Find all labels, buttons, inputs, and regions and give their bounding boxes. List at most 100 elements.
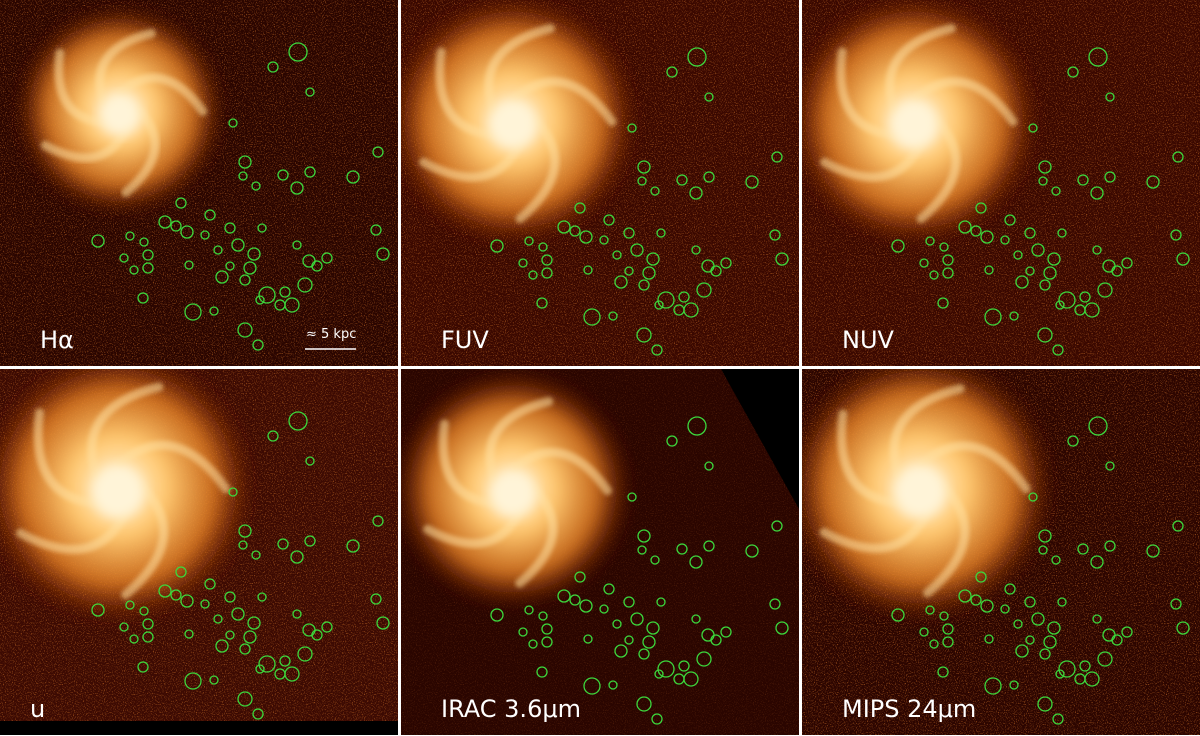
source-circle [636, 327, 652, 343]
panel: NUV [802, 0, 1200, 366]
source-circle [657, 660, 675, 678]
panel-label: NUV [842, 326, 895, 354]
source-circle [630, 243, 644, 257]
source-circle [1146, 175, 1160, 189]
source-circle [129, 265, 139, 275]
source-circle [538, 242, 548, 252]
source-circle [376, 247, 390, 261]
source-circle [937, 666, 949, 678]
source-circle [689, 186, 703, 200]
source-circle [267, 430, 279, 442]
source-circle [200, 599, 210, 609]
source-circle [288, 42, 308, 62]
source-circle [1058, 660, 1076, 678]
source-circle [279, 286, 291, 298]
spiral-arm [435, 47, 502, 140]
source-circle [642, 635, 656, 649]
source-circle [184, 672, 202, 690]
source-circle [247, 616, 261, 630]
panel: u [0, 369, 398, 735]
source-circle [541, 254, 553, 266]
source-circle [238, 540, 248, 550]
source-circle [603, 214, 615, 226]
source-circle [170, 589, 182, 601]
source-circle [1176, 252, 1190, 266]
panel-label: FUV [441, 326, 489, 354]
source-circle [984, 677, 1002, 695]
source-circle [1043, 266, 1057, 280]
source-circle [1104, 540, 1116, 552]
source-circle [1051, 555, 1061, 565]
source-circle [139, 606, 149, 616]
spiral-arm [911, 77, 1018, 127]
source-circle [583, 308, 601, 326]
source-circle [524, 236, 534, 246]
source-circle [623, 227, 635, 239]
source-circle [775, 252, 789, 266]
source-circle [929, 270, 939, 280]
source-circle [678, 660, 690, 672]
spiral-arm [889, 384, 965, 482]
source-circle [937, 297, 949, 309]
source-circle [919, 627, 929, 637]
spiral-arm [515, 484, 558, 588]
source-circle [1079, 291, 1091, 303]
source-circle [91, 603, 105, 617]
source-circle [1074, 304, 1086, 316]
spiral-arm [33, 408, 105, 508]
source-circle [538, 611, 548, 621]
source-circle [1031, 243, 1045, 257]
source-circle [279, 655, 291, 667]
source-circle [231, 238, 245, 252]
source-circle [536, 297, 548, 309]
source-circle [376, 616, 390, 630]
source-circle [654, 669, 664, 679]
source-circle [243, 630, 257, 644]
panel: FUV [401, 0, 799, 366]
source-circle [574, 202, 586, 214]
source-circle [225, 261, 235, 271]
source-circle [137, 292, 149, 304]
source-circle [1047, 252, 1061, 266]
source-circle [696, 651, 712, 667]
spiral-arm [438, 419, 503, 508]
source-circle [1055, 669, 1065, 679]
source-circle [1172, 151, 1184, 163]
source-circle [642, 266, 656, 280]
source-circle [1039, 648, 1051, 660]
source-circle [1038, 529, 1052, 543]
source-circle [984, 634, 994, 644]
spiral-arm [121, 105, 160, 198]
source-circle [942, 267, 954, 279]
source-circle [703, 171, 715, 183]
source-circle [769, 229, 781, 241]
source-circle [1013, 250, 1023, 260]
source-circle [1028, 123, 1038, 133]
source-circle [1038, 176, 1048, 186]
source-circle [656, 597, 666, 607]
source-circle [257, 223, 267, 233]
source-circle [651, 713, 663, 725]
source-circle [1090, 555, 1104, 569]
source-circle [1057, 597, 1067, 607]
source-circle [925, 605, 935, 615]
source-circle [1055, 300, 1065, 310]
source-circle [704, 461, 714, 471]
source-circle [769, 598, 781, 610]
source-circle [1090, 186, 1104, 200]
panel: IRAC 3.6μm [401, 369, 799, 735]
source-circle [1039, 279, 1051, 291]
source-circle [243, 261, 257, 275]
source-circle [175, 197, 187, 209]
source-circle [257, 592, 267, 602]
source-circle [673, 673, 685, 685]
source-circle [213, 245, 223, 255]
source-circle [1172, 520, 1184, 532]
source-circle [119, 253, 129, 263]
source-circle [583, 634, 593, 644]
source-circle [91, 234, 105, 248]
source-circle [1004, 214, 1016, 226]
spiral-arm [923, 482, 970, 598]
source-circle [237, 691, 253, 707]
source-circle [579, 230, 593, 244]
